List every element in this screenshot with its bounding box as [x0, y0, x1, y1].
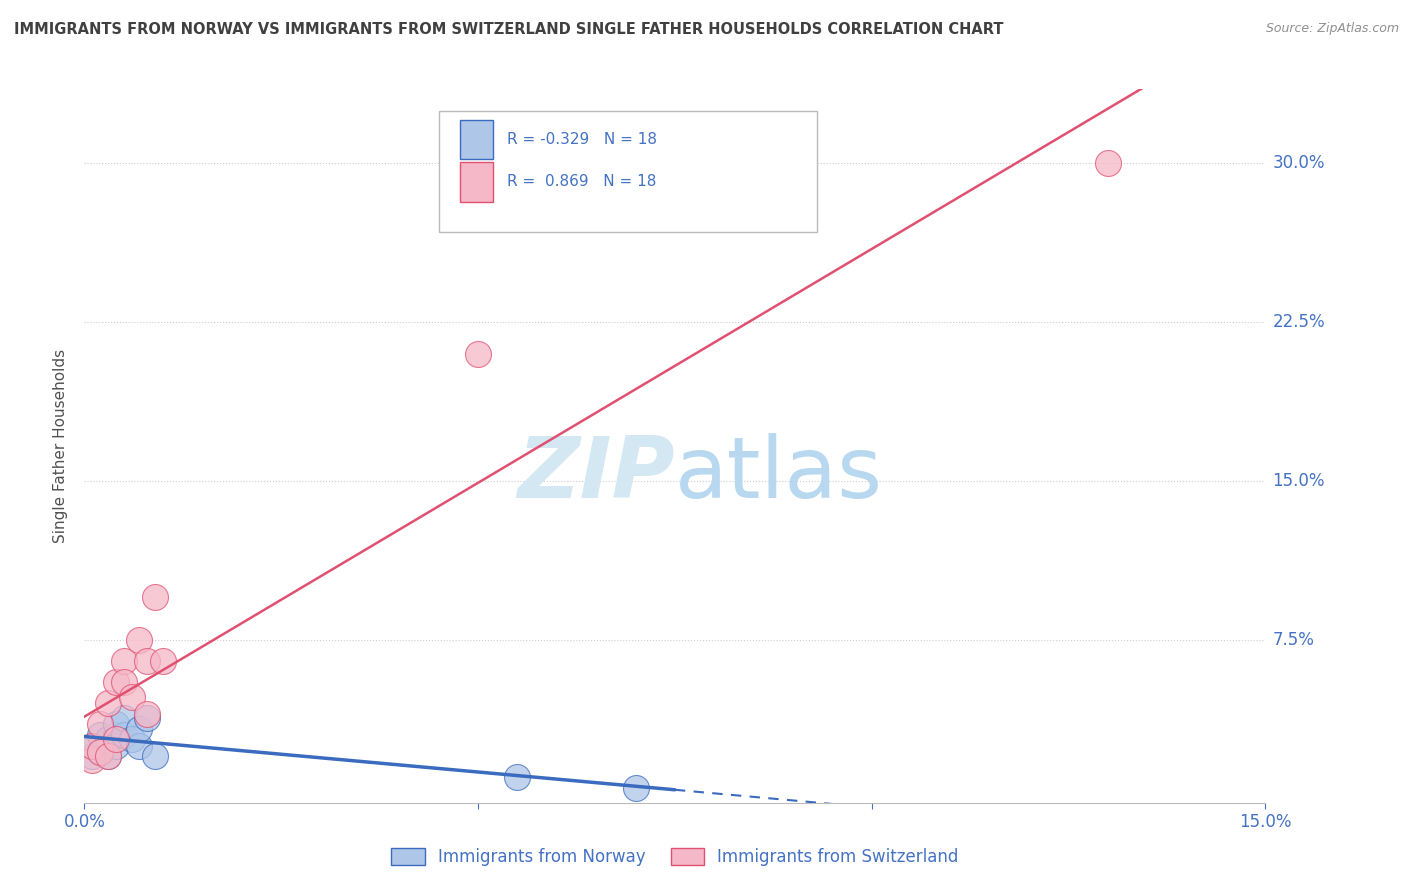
Text: R = -0.329   N = 18: R = -0.329 N = 18	[508, 132, 657, 146]
Point	[143, 591, 166, 605]
Point	[104, 732, 127, 747]
Legend: Immigrants from Norway, Immigrants from Switzerland: Immigrants from Norway, Immigrants from …	[385, 841, 965, 873]
FancyBboxPatch shape	[439, 111, 817, 232]
Point	[89, 745, 111, 759]
Point	[89, 728, 111, 742]
Point	[128, 722, 150, 736]
Point	[128, 632, 150, 647]
Point	[112, 675, 135, 690]
Point	[89, 745, 111, 759]
Point	[97, 732, 120, 747]
Point	[112, 711, 135, 725]
Point	[82, 749, 104, 764]
Point	[143, 749, 166, 764]
Point	[89, 717, 111, 731]
Point	[506, 771, 529, 785]
Text: R =  0.869   N = 18: R = 0.869 N = 18	[508, 175, 657, 189]
Point	[97, 696, 120, 710]
Point	[97, 749, 120, 764]
Point	[82, 739, 104, 753]
Text: IMMIGRANTS FROM NORWAY VS IMMIGRANTS FROM SWITZERLAND SINGLE FATHER HOUSEHOLDS C: IMMIGRANTS FROM NORWAY VS IMMIGRANTS FRO…	[14, 22, 1004, 37]
Point	[112, 728, 135, 742]
Point	[136, 711, 159, 725]
Point	[128, 739, 150, 753]
Point	[82, 754, 104, 768]
Point	[112, 654, 135, 668]
Point	[104, 728, 127, 742]
Text: Source: ZipAtlas.com: Source: ZipAtlas.com	[1265, 22, 1399, 36]
Point	[104, 717, 127, 731]
Point	[152, 654, 174, 668]
Point	[624, 780, 647, 795]
Text: 30.0%: 30.0%	[1272, 154, 1324, 172]
Y-axis label: Single Father Households: Single Father Households	[52, 349, 67, 543]
Text: atlas: atlas	[675, 433, 883, 516]
Point	[104, 739, 127, 753]
Text: 22.5%: 22.5%	[1272, 313, 1324, 331]
Point	[467, 347, 489, 361]
Point	[1097, 156, 1119, 170]
Text: 7.5%: 7.5%	[1272, 631, 1315, 648]
Point	[136, 706, 159, 721]
Point	[121, 690, 143, 704]
FancyBboxPatch shape	[460, 162, 494, 202]
Point	[136, 654, 159, 668]
Text: ZIP: ZIP	[517, 433, 675, 516]
FancyBboxPatch shape	[460, 120, 494, 159]
Text: 15.0%: 15.0%	[1272, 472, 1324, 490]
Point	[97, 749, 120, 764]
Point	[104, 675, 127, 690]
Point	[121, 732, 143, 747]
Point	[82, 739, 104, 753]
